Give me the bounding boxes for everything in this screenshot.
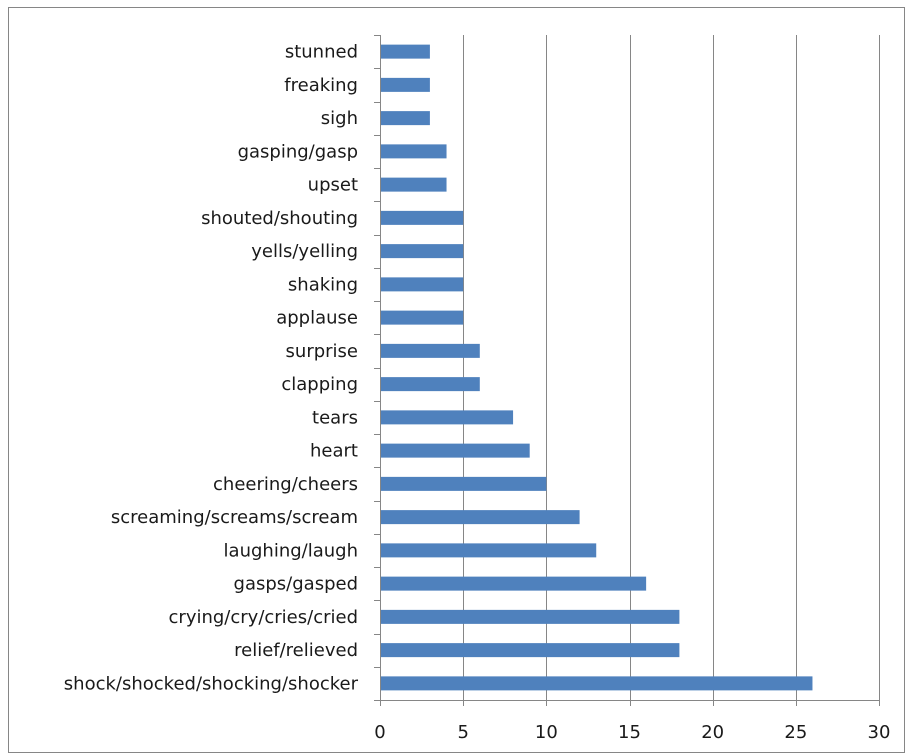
- category-label: freaking: [284, 75, 358, 96]
- bar-yells: [381, 244, 464, 259]
- category-label: yells/yelling: [251, 241, 358, 262]
- bar-heart: [381, 443, 530, 458]
- x-tick-label: 15: [618, 722, 641, 743]
- category-label: crying/cry/cries/cried: [169, 607, 358, 628]
- category-label: clapping: [281, 374, 358, 395]
- bar-upset: [381, 177, 447, 192]
- bar-cheering: [381, 476, 547, 491]
- category-label: stunned: [285, 42, 358, 63]
- category-label: cheering/cheers: [213, 474, 358, 495]
- bar-screaming: [381, 510, 580, 525]
- bar-gasping: [381, 144, 447, 159]
- category-label: sigh: [321, 108, 358, 129]
- bar-shock: [381, 676, 813, 691]
- bar-sigh: [381, 111, 430, 126]
- bars: [381, 44, 813, 691]
- category-label: heart: [310, 441, 358, 462]
- category-label: relief/relieved: [234, 640, 358, 661]
- axes: [374, 35, 880, 706]
- bar-freaking: [381, 77, 430, 92]
- x-tick-label: 5: [457, 722, 468, 743]
- bar-stunned: [381, 44, 430, 59]
- x-tick-label: 30: [868, 722, 891, 743]
- category-label: shouted/shouting: [201, 208, 358, 229]
- bar-laughing: [381, 543, 597, 558]
- gridlines: [463, 35, 880, 700]
- category-label: tears: [312, 407, 358, 428]
- category-label: shaking: [288, 274, 358, 295]
- category-label: upset: [308, 175, 358, 196]
- category-label: laughing/laugh: [224, 540, 358, 561]
- x-tick-label: 20: [701, 722, 724, 743]
- bar-clapping: [381, 377, 480, 392]
- bar-applause: [381, 310, 464, 325]
- bar-surprise: [381, 343, 480, 358]
- x-tick-label: 25: [784, 722, 807, 743]
- x-tick-labels: 0 5 10 15 20 25 30: [374, 722, 890, 743]
- bar-tears: [381, 410, 514, 425]
- category-label: applause: [276, 308, 358, 329]
- bar-crying: [381, 609, 680, 624]
- bar-gasps: [381, 576, 647, 591]
- x-tick-label: 0: [374, 722, 385, 743]
- x-tick-label: 10: [535, 722, 558, 743]
- category-label: gasping/gasp: [238, 141, 358, 162]
- bar-shouted: [381, 210, 464, 225]
- category-label: gasps/gasped: [234, 574, 358, 595]
- bar-shaking: [381, 277, 464, 292]
- category-label: shock/shocked/shocking/shocker: [64, 673, 359, 694]
- bar-relief: [381, 643, 680, 658]
- category-label: surprise: [286, 341, 358, 362]
- category-labels: shock/shocked/shocking/shocker relief/rel…: [64, 42, 359, 695]
- category-label: screaming/screams/scream: [111, 507, 358, 528]
